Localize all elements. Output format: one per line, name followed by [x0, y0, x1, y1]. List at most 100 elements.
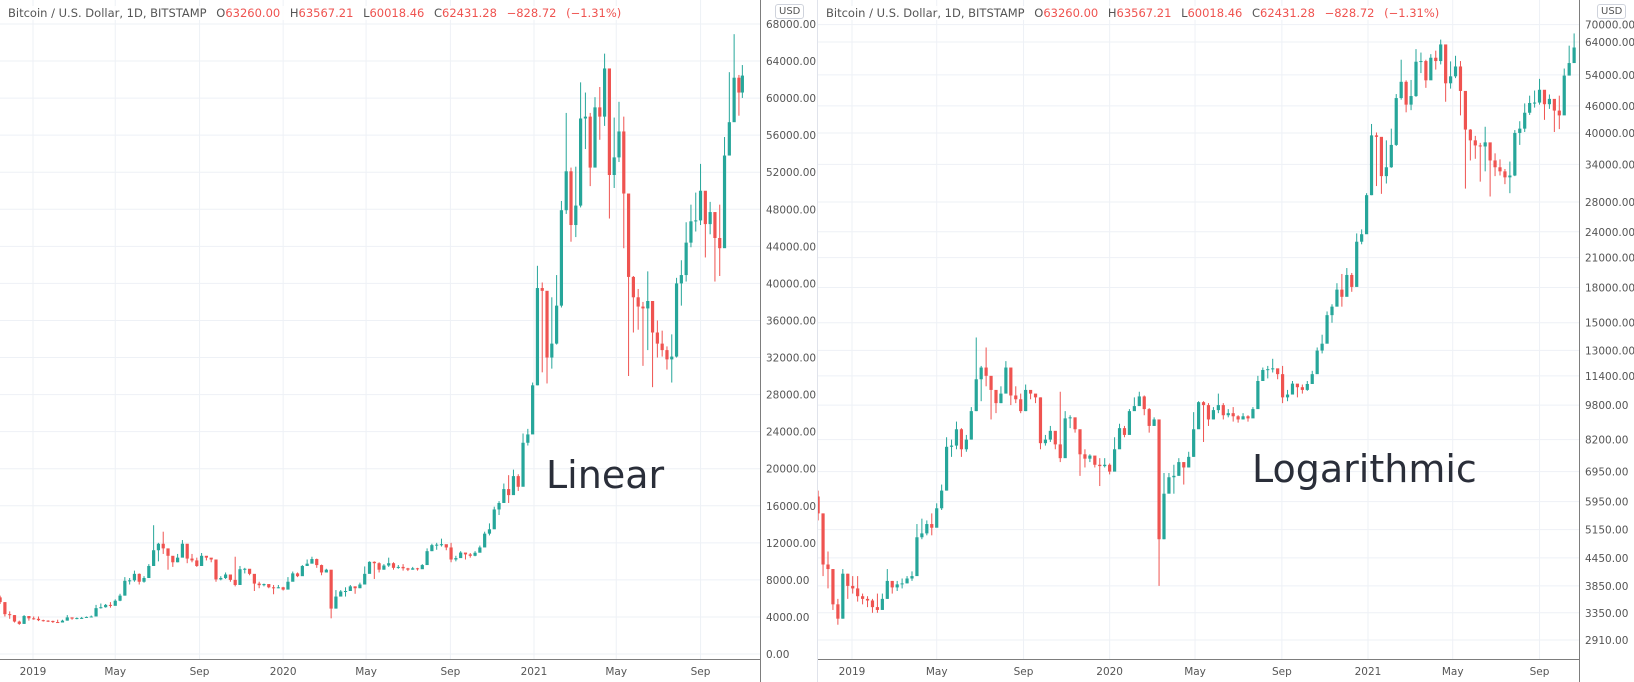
candle [1498, 159, 1502, 176]
candle [1562, 68, 1566, 116]
candle [1112, 437, 1117, 472]
candle-body [1300, 387, 1304, 390]
candle [137, 573, 141, 585]
candle-body [473, 552, 477, 556]
candle [406, 567, 410, 572]
log-currency-badge[interactable]: USD [1597, 4, 1627, 19]
candle [415, 567, 420, 571]
candle-body [46, 620, 50, 622]
candle [1068, 415, 1072, 429]
candle-body [104, 604, 108, 608]
candle-body [99, 607, 103, 609]
candle [65, 615, 69, 621]
candle-body [70, 617, 74, 619]
candle [401, 564, 405, 571]
y-tick-label: 13000.00 [1585, 345, 1634, 357]
candle [626, 193, 631, 377]
linear-currency-badge[interactable]: USD [775, 4, 805, 19]
log-price-axis[interactable]: 2910.00 3350.00 3850.00 4450.00 5150.00 5950.… [1585, 20, 1634, 647]
log-time-axis[interactable]: 2019 May Sep 2020 May Sep 2021 May Sep [839, 666, 1550, 678]
y-tick-label: 64000.00 [1585, 37, 1634, 49]
high-value: 63567.21 [298, 6, 354, 20]
candle-body [1523, 112, 1527, 129]
candle-body [0, 597, 2, 603]
candle [1508, 161, 1512, 194]
y-tick-label: 5150.00 [1585, 525, 1628, 537]
candle [468, 553, 472, 558]
candle [219, 576, 223, 581]
candle [944, 437, 949, 491]
candle [171, 555, 175, 567]
linear-price-axis[interactable]: 0.00 4000.00 8000.00 12000.00 16000.00 20000.… [766, 19, 816, 661]
candle-body [626, 193, 631, 277]
candle-body [856, 588, 860, 597]
candle-body [128, 580, 132, 582]
candle-body [1009, 367, 1013, 396]
candle [915, 524, 919, 577]
candle-body [1182, 462, 1186, 468]
candle [1468, 129, 1472, 161]
candle-body [36, 618, 41, 621]
candle [1266, 365, 1270, 379]
candle-body [1463, 90, 1468, 130]
linear-time-axis[interactable]: 2019 May Sep 2020 May Sep 2021 May Sep [20, 666, 711, 678]
candle [1453, 55, 1458, 79]
log-grid [818, 0, 1579, 659]
candle-body [1266, 369, 1270, 371]
candle [1414, 49, 1418, 97]
candle [1009, 367, 1013, 406]
candle [1345, 268, 1349, 297]
candle [1058, 391, 1062, 463]
candle-body [880, 598, 884, 610]
candle-body [598, 107, 602, 117]
candle [1182, 462, 1186, 485]
candle [1038, 397, 1043, 450]
candle-body [382, 565, 386, 570]
candle-body [108, 604, 113, 606]
candle-body [291, 573, 295, 582]
candle [1572, 33, 1576, 64]
candle-body [1162, 493, 1166, 540]
candle-body [940, 490, 944, 509]
candle [1167, 472, 1171, 494]
symbol-label: Bitcoin / U.S. Dollar, 1D, BITSTAMP [826, 6, 1025, 20]
candle-body [521, 442, 525, 487]
candle [1473, 135, 1477, 159]
candle [94, 604, 98, 617]
candle [1503, 169, 1507, 185]
candle [959, 428, 964, 457]
candle [545, 290, 549, 384]
candle-body [679, 275, 683, 284]
candle [641, 301, 645, 366]
candle-body [698, 190, 703, 221]
candle [925, 520, 929, 536]
candle [1300, 384, 1304, 394]
candle-body [1444, 44, 1448, 84]
candle-body [123, 580, 127, 596]
candle-body [1364, 195, 1369, 235]
candle-body [1305, 383, 1309, 390]
candle [12, 615, 17, 623]
candle [885, 569, 889, 599]
candle-body [295, 573, 300, 577]
symbol-label: Bitcoin / U.S. Dollar, 1D, BITSTAMP [8, 6, 207, 20]
candle-body [646, 301, 650, 309]
candle [1513, 130, 1517, 177]
candle [343, 587, 348, 597]
candle [80, 616, 84, 619]
candle-body [650, 301, 655, 333]
candle [420, 564, 424, 570]
candle-body [1562, 75, 1566, 116]
candle [636, 288, 640, 330]
candle [1117, 423, 1122, 450]
candle-body [1216, 405, 1220, 411]
candle [99, 603, 103, 609]
candle-body [1473, 140, 1477, 146]
candle [459, 551, 463, 559]
y-tick-label: 8000.00 [766, 575, 809, 587]
candle [367, 561, 372, 574]
candle-body [180, 543, 185, 558]
candle [329, 569, 333, 619]
candle [875, 593, 880, 613]
candle-body [1108, 464, 1112, 472]
